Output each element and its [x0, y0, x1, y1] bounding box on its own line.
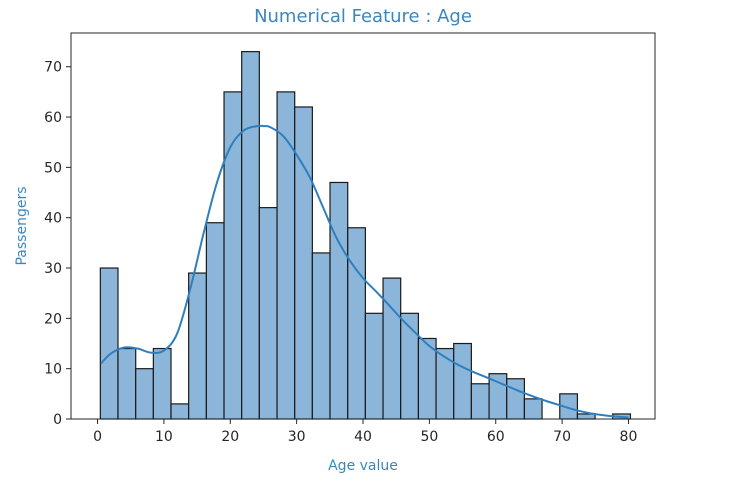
x-axis-ticks: 0 10 20 30 40 50 60 70 80 — [93, 419, 637, 445]
histogram-bar — [435, 347, 455, 420]
y-tick-label: 50 — [44, 160, 62, 176]
histogram-bar — [347, 227, 366, 420]
x-tick-label: 70 — [553, 429, 571, 445]
x-tick-label: 0 — [93, 429, 102, 445]
y-tick-label: 60 — [44, 110, 62, 126]
x-axis-label: Age value — [328, 458, 398, 474]
y-tick-label: 0 — [53, 412, 62, 428]
x-tick-label: 20 — [221, 429, 239, 445]
y-axis-ticks: 0 10 20 30 40 50 60 70 — [44, 60, 71, 428]
x-tick-label: 30 — [288, 429, 306, 445]
x-tick-label: 50 — [420, 429, 438, 445]
histogram-bar — [400, 312, 420, 420]
kde-line — [100, 124, 629, 419]
histogram-bar — [364, 312, 384, 420]
histogram-bar — [382, 277, 402, 420]
histogram-bar — [506, 378, 525, 420]
chart-title: Numerical Feature : Age — [254, 6, 472, 27]
y-tick-label: 70 — [44, 60, 62, 76]
y-tick-label: 10 — [44, 362, 62, 378]
histogram-bar — [294, 106, 313, 420]
histogram-bar — [135, 368, 154, 420]
x-tick-label: 40 — [354, 429, 372, 445]
histogram-bar — [523, 398, 543, 420]
histogram-bar — [417, 337, 437, 420]
histogram-bar — [170, 403, 190, 420]
x-tick-label: 80 — [620, 429, 638, 445]
histogram-bar — [311, 252, 331, 420]
y-tick-label: 20 — [44, 311, 62, 327]
histogram-bar — [258, 207, 278, 420]
x-tick-label: 10 — [155, 429, 173, 445]
histogram-bar — [117, 347, 137, 420]
histogram-bar — [329, 181, 349, 420]
histogram-bar — [276, 91, 296, 420]
histogram-bar — [470, 383, 490, 420]
histogram-bar — [99, 267, 119, 420]
x-tick-label: 60 — [487, 429, 505, 445]
histogram-bar — [152, 347, 172, 420]
histogram-bar — [205, 222, 225, 420]
y-tick-label: 30 — [44, 261, 62, 277]
histogram-bar — [241, 51, 260, 420]
histogram-bar — [188, 272, 207, 420]
histogram-bar — [453, 342, 472, 420]
y-axis-label: Passengers — [14, 186, 30, 265]
histogram-bar — [576, 413, 596, 420]
y-tick-label: 40 — [44, 211, 62, 227]
